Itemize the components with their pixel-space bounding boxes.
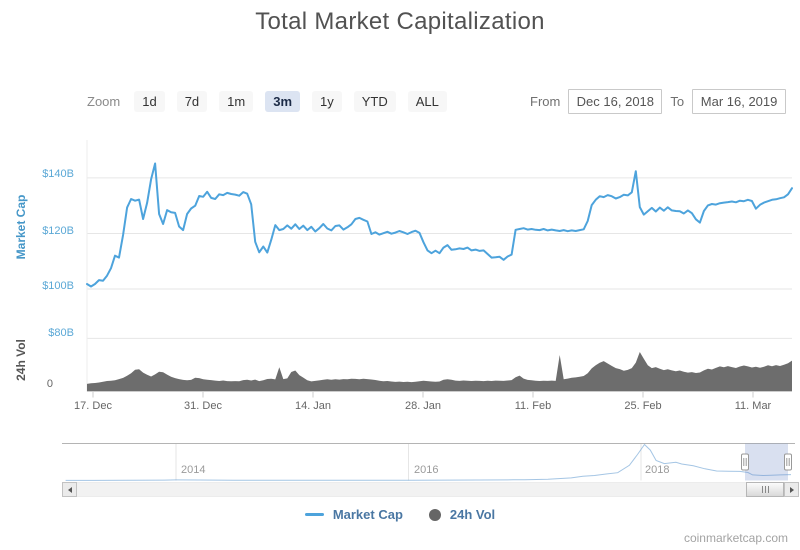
zoom-button-1m[interactable]: 1m bbox=[219, 91, 254, 112]
legend-label-24h-vol: 24h Vol bbox=[449, 507, 496, 522]
navigator-label-2016: 2016 bbox=[414, 464, 439, 476]
legend-item-24h-vol[interactable]: 24h Vol bbox=[428, 507, 496, 522]
volaxis-label-80b: $80B bbox=[48, 327, 74, 339]
yaxis-label-140b: $140B bbox=[42, 168, 74, 180]
legend-label-market-cap: Market Cap bbox=[332, 507, 403, 522]
from-date-input[interactable] bbox=[568, 89, 663, 114]
volaxis-label-0: 0 bbox=[46, 378, 53, 390]
circle-series-icon bbox=[428, 508, 441, 521]
scrollbar-track[interactable] bbox=[62, 482, 799, 497]
xaxis-label-17dec: 17. Dec bbox=[74, 400, 112, 412]
zoom-button-1d[interactable]: 1d bbox=[134, 91, 165, 112]
date-range-controls: From To bbox=[530, 89, 787, 114]
xaxis-label-25feb: 25. Feb bbox=[624, 400, 662, 412]
legend-item-market-cap[interactable]: Market Cap bbox=[304, 507, 403, 522]
left-arrow-icon bbox=[67, 486, 72, 493]
line-series-icon bbox=[304, 513, 324, 516]
xaxis-label-11feb: 11. Feb bbox=[514, 400, 552, 412]
yaxis-title-24h-vol: 24h Vol bbox=[14, 339, 28, 381]
legend: Market Cap 24h Vol bbox=[0, 507, 800, 522]
zoom-button-all[interactable]: ALL bbox=[407, 91, 447, 112]
zoom-button-1y[interactable]: 1y bbox=[312, 91, 342, 112]
zoom-toolbar: Zoom 1d 7d 1m 3m 1y YTD ALL bbox=[87, 91, 447, 112]
scrollbar-right-button[interactable] bbox=[784, 482, 799, 497]
right-arrow-icon bbox=[789, 486, 794, 493]
zoom-button-ytd[interactable]: YTD bbox=[353, 91, 396, 112]
navigator-series bbox=[65, 443, 792, 481]
xaxis-label-31dec: 31. Dec bbox=[184, 400, 222, 412]
to-date-input[interactable] bbox=[692, 89, 787, 114]
xaxis-label-14jan: 14. Jan bbox=[294, 400, 332, 412]
xaxis-label-11mar: 11. Mar bbox=[734, 400, 772, 412]
volume-area-series bbox=[87, 352, 792, 392]
navigator-handle-right[interactable] bbox=[784, 453, 792, 471]
scrollbar-thumb[interactable] bbox=[746, 482, 784, 497]
xaxis-label-28jan: 28. Jan bbox=[404, 400, 442, 412]
navigator-selected-range[interactable] bbox=[745, 443, 788, 481]
to-label: To bbox=[670, 94, 685, 109]
yaxis-label-120b: $120B bbox=[42, 225, 74, 237]
market-cap-line-series bbox=[86, 162, 793, 288]
navigator-label-2014: 2014 bbox=[181, 464, 206, 476]
yaxis-label-100b: $100B bbox=[42, 280, 74, 292]
yaxis-title-market-cap: Market Cap bbox=[14, 194, 28, 260]
chart-title: Total Market Capitalization bbox=[255, 8, 545, 35]
from-label: From bbox=[530, 94, 561, 109]
zoom-label: Zoom bbox=[87, 94, 121, 109]
scrollbar-left-button[interactable] bbox=[62, 482, 77, 497]
attribution-watermark: coinmarketcap.com bbox=[683, 531, 788, 545]
navigator-label-2018: 2018 bbox=[645, 464, 670, 476]
zoom-button-7d[interactable]: 7d bbox=[176, 91, 208, 112]
navigator-handle-left[interactable] bbox=[741, 453, 749, 471]
zoom-button-3m[interactable]: 3m bbox=[265, 91, 301, 112]
